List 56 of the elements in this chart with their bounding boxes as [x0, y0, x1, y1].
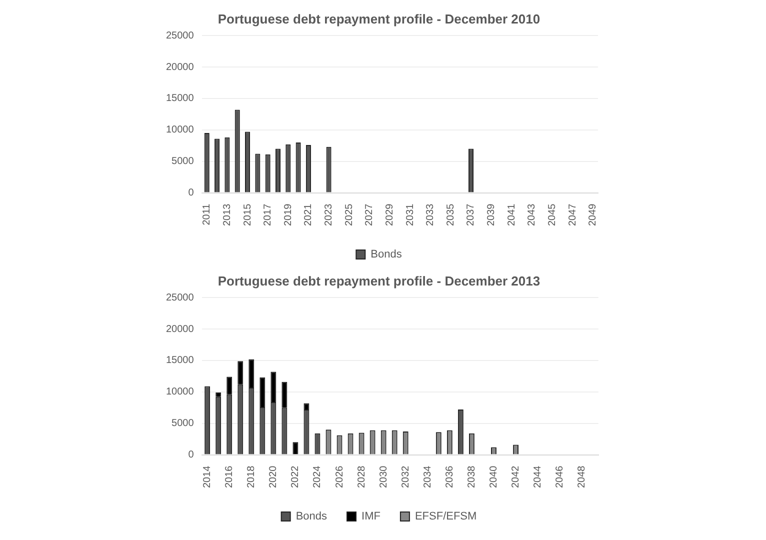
chart-title: Portuguese debt repayment profile - December 2010: [218, 11, 540, 26]
x-tick-label: 2031: [404, 203, 416, 226]
x-tick-label: 2039: [486, 203, 498, 226]
x-tick-label: 2042: [510, 465, 522, 488]
legend-label: EFSF/EFSM: [414, 510, 477, 523]
x-tick-label: 2046: [554, 465, 566, 488]
x-tick-label: 2040: [488, 465, 500, 488]
x-tick-label: 2041: [506, 203, 518, 226]
x-tick-label: 2024: [312, 465, 324, 488]
chart-title: Portuguese debt repayment profile - December 2013: [218, 273, 540, 288]
y-tick-label: 15000: [166, 355, 194, 366]
x-tick-label: 2011: [202, 203, 213, 226]
x-tick-label: 2049: [588, 203, 599, 226]
x-tick-label: 2035: [445, 203, 456, 226]
x-tick-label: 2027: [364, 203, 376, 226]
x-tick-label: 2030: [378, 465, 390, 488]
x-tick-label: 2021: [303, 203, 314, 226]
y-tick-label: 15000: [166, 93, 194, 104]
x-tick-label: 2028: [356, 465, 368, 488]
x-tick-label: 2025: [344, 203, 355, 226]
x-tick-label: 2019: [282, 203, 294, 226]
x-tick-label: 2044: [532, 465, 544, 488]
legend-label: Bonds: [370, 248, 402, 261]
legend-label: Bonds: [296, 510, 328, 523]
x-tick-label: 2026: [334, 465, 346, 488]
x-tick-label: 2022: [290, 465, 302, 488]
y-tick-label: 10000: [166, 386, 194, 398]
y-tick-label: 0: [188, 188, 194, 199]
y-tick-label: 5000: [172, 156, 194, 168]
x-tick-label: 2018: [246, 465, 258, 488]
x-tick-label: 2014: [202, 465, 214, 488]
x-tick-label: 2037: [466, 203, 477, 226]
x-tick-label: 2036: [444, 465, 456, 488]
x-tick-label: 2017: [262, 203, 274, 226]
x-tick-label: 2045: [547, 203, 558, 226]
x-tick-label: 2038: [466, 465, 478, 488]
y-tick-label: 25000: [166, 292, 194, 304]
x-tick-label: 2013: [222, 203, 233, 226]
y-tick-label: 25000: [166, 30, 194, 42]
x-tick-label: 2023: [324, 203, 335, 226]
x-tick-label: 2033: [425, 203, 436, 226]
x-tick-label: 2047: [567, 203, 578, 226]
x-tick-label: 2034: [422, 465, 434, 488]
y-tick-label: 20000: [166, 62, 194, 73]
x-tick-label: 2032: [400, 465, 412, 488]
x-tick-label: 2043: [526, 203, 538, 226]
y-tick-label: 5000: [172, 418, 194, 430]
x-tick-label: 2029: [384, 203, 396, 226]
legend-label: IMF: [362, 510, 381, 523]
x-tick-label: 2015: [242, 203, 254, 226]
x-tick-label: 2020: [268, 465, 280, 488]
x-tick-label: 2048: [576, 465, 588, 488]
x-tick-label: 2016: [224, 465, 236, 488]
y-tick-label: 20000: [166, 324, 194, 335]
y-tick-label: 0: [188, 450, 194, 461]
y-tick-label: 10000: [166, 124, 194, 136]
